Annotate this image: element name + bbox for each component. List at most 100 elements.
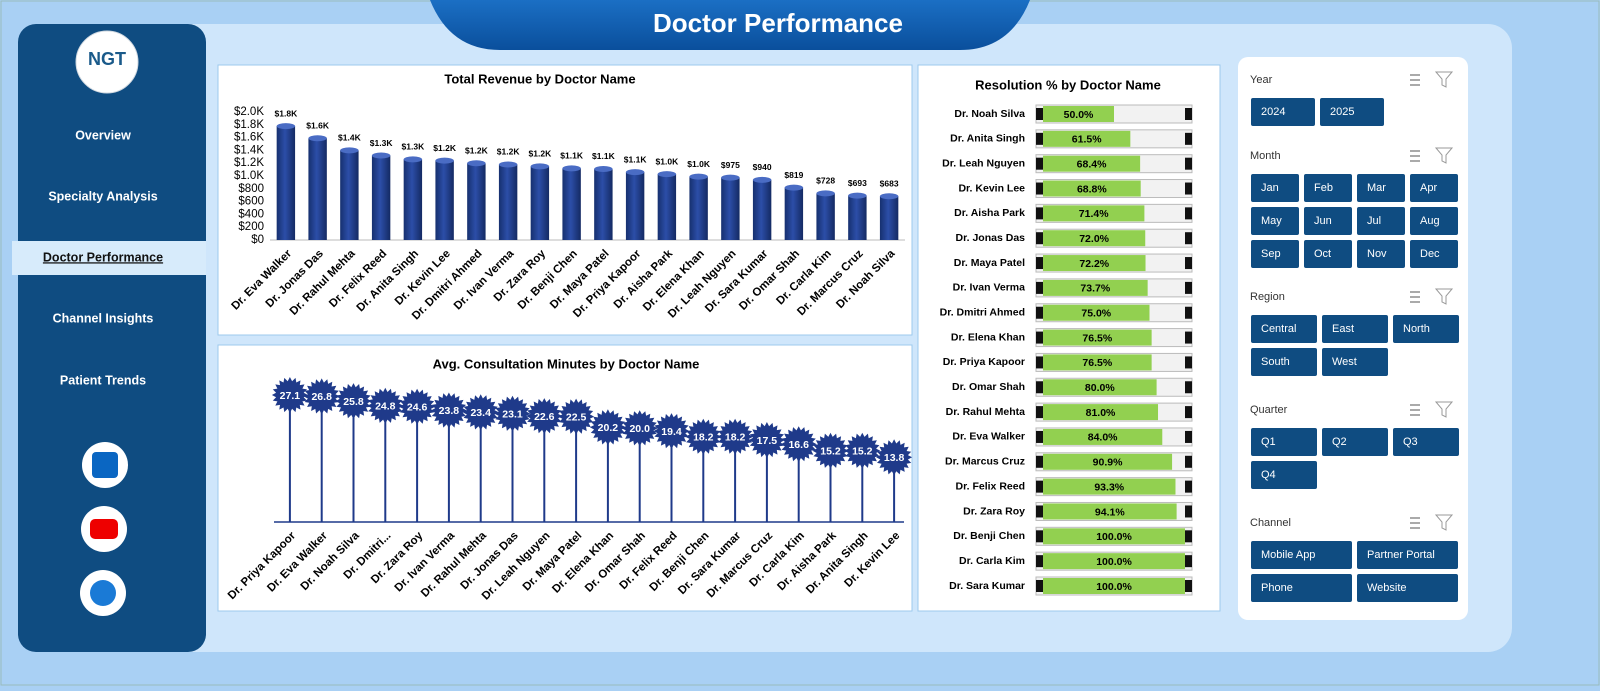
slicer-button-label[interactable]: Mobile App <box>1261 549 1315 561</box>
nav-item[interactable]: Channel Insights <box>53 311 154 325</box>
slicer-button[interactable] <box>1357 207 1405 235</box>
slicer-button[interactable] <box>1410 207 1458 235</box>
data-label: $1.1K <box>624 154 648 164</box>
clear-filter-icon[interactable] <box>1434 401 1454 418</box>
track-cap <box>1036 505 1043 518</box>
slicer-button[interactable] <box>1251 574 1352 602</box>
youtube-glyph <box>90 519 118 539</box>
slicer-title: Month <box>1250 150 1281 162</box>
slicer-button-label[interactable]: Partner Portal <box>1367 549 1435 561</box>
bar <box>848 195 867 240</box>
slicer-button-label[interactable]: Q4 <box>1261 469 1276 481</box>
slicer-button-label[interactable]: Jan <box>1261 182 1279 194</box>
slicer-button[interactable] <box>1357 240 1405 268</box>
track-cap <box>1036 580 1043 592</box>
slicer-button-label[interactable]: Phone <box>1261 582 1293 594</box>
slicer-button-label[interactable]: Nov <box>1367 248 1387 260</box>
slicer-button[interactable] <box>1357 174 1405 202</box>
slicer-button[interactable] <box>1251 174 1299 202</box>
data-label: 27.1 <box>280 390 301 402</box>
data-label: $1.2K <box>529 149 553 159</box>
slicer-button[interactable] <box>1251 240 1299 268</box>
data-label: 23.8 <box>439 405 460 417</box>
slicer-button[interactable] <box>1251 348 1317 376</box>
marker <box>685 418 722 455</box>
bar-cap <box>752 176 772 183</box>
data-label: $940 <box>753 162 772 172</box>
slicer-button-label[interactable]: East <box>1332 323 1354 335</box>
slicer-button[interactable] <box>1251 315 1317 343</box>
bar <box>1043 155 1141 172</box>
slicer-button-label[interactable]: Website <box>1367 582 1407 594</box>
slicer-button-label[interactable]: Apr <box>1420 182 1437 194</box>
bar <box>594 168 613 240</box>
data-label: 15.2 <box>820 446 841 458</box>
slicer-button-label[interactable]: Central <box>1261 323 1296 335</box>
y-tick-label: Dr. Ivan Verma <box>953 282 1026 294</box>
slicer-button[interactable] <box>1322 428 1388 456</box>
sidebar <box>18 24 206 652</box>
clear-filter-icon[interactable] <box>1434 71 1454 88</box>
slicer-button-label[interactable]: West <box>1332 356 1357 368</box>
clear-filter-icon[interactable] <box>1434 288 1454 305</box>
slicer-button[interactable] <box>1357 574 1458 602</box>
slicer-button-label[interactable]: Aug <box>1420 215 1440 227</box>
bar-cap <box>625 169 645 176</box>
track-cap <box>1036 306 1043 319</box>
slicer-button-label[interactable]: South <box>1261 356 1290 368</box>
bar <box>1043 279 1148 296</box>
nav-item[interactable]: Overview <box>75 128 131 142</box>
y-tick-label: Dr. Benji Chen <box>953 530 1025 542</box>
marker <box>653 413 690 450</box>
slicer-button-label[interactable]: North <box>1403 323 1430 335</box>
nav-item[interactable]: Patient Trends <box>60 373 146 387</box>
bar <box>1043 379 1157 396</box>
logo <box>75 30 139 94</box>
slicer-button[interactable] <box>1357 541 1458 569</box>
slicer-button-label[interactable]: May <box>1261 215 1282 227</box>
slicer-button[interactable] <box>1393 428 1459 456</box>
slicer-button-label[interactable]: Jul <box>1367 215 1381 227</box>
slicer-button-label[interactable]: Q3 <box>1403 436 1418 448</box>
slicer-button-label[interactable]: 2024 <box>1261 106 1285 118</box>
slicer-button[interactable] <box>1251 428 1317 456</box>
clear-filter-icon[interactable] <box>1434 147 1454 164</box>
slicer-button-label[interactable]: Oct <box>1314 248 1331 260</box>
slicer-button[interactable] <box>1251 541 1352 569</box>
bar <box>1043 329 1152 346</box>
marker <box>844 432 881 469</box>
slicer-button-label[interactable]: Feb <box>1314 182 1333 194</box>
slicer-button-label[interactable]: Jun <box>1314 215 1332 227</box>
slicer-button[interactable] <box>1410 240 1458 268</box>
nav-item[interactable]: Specialty Analysis <box>48 189 157 203</box>
slicer-button[interactable] <box>1304 174 1352 202</box>
track-cap <box>1036 281 1043 294</box>
slicer-button-label[interactable]: Mar <box>1367 182 1386 194</box>
slicer-button[interactable] <box>1393 315 1459 343</box>
slicer-button[interactable] <box>1304 240 1352 268</box>
slicer-button-label[interactable]: Dec <box>1420 248 1440 260</box>
slicer-button-label[interactable]: Sep <box>1261 248 1281 260</box>
slicer-button-label[interactable]: 2025 <box>1330 106 1354 118</box>
y-tick-label: Dr. Aisha Park <box>954 207 1025 219</box>
slicer-button[interactable] <box>1410 174 1458 202</box>
slicer-button[interactable] <box>1320 98 1384 126</box>
slicer-button-label[interactable]: Q1 <box>1261 436 1276 448</box>
slicer-button[interactable] <box>1322 315 1388 343</box>
nav-item[interactable]: Doctor Performance <box>43 250 163 264</box>
marker <box>399 388 436 425</box>
bar-cap <box>689 173 708 180</box>
slicer-title: Channel <box>1250 517 1291 529</box>
y-tick-label: Dr. Elena Khan <box>951 331 1025 343</box>
clear-filter-icon[interactable] <box>1434 514 1454 531</box>
bar-cap <box>657 171 677 178</box>
slicer-button-label[interactable]: Q2 <box>1332 436 1347 448</box>
data-label: $1.3K <box>370 138 394 148</box>
slicer-button[interactable] <box>1251 207 1299 235</box>
bar <box>784 187 804 240</box>
slicer-button[interactable] <box>1251 98 1315 126</box>
slicer-button[interactable] <box>1251 461 1317 489</box>
slicer-button[interactable] <box>1322 348 1388 376</box>
slicer-button[interactable] <box>1304 207 1352 235</box>
data-label: 50.0% <box>1064 109 1094 121</box>
